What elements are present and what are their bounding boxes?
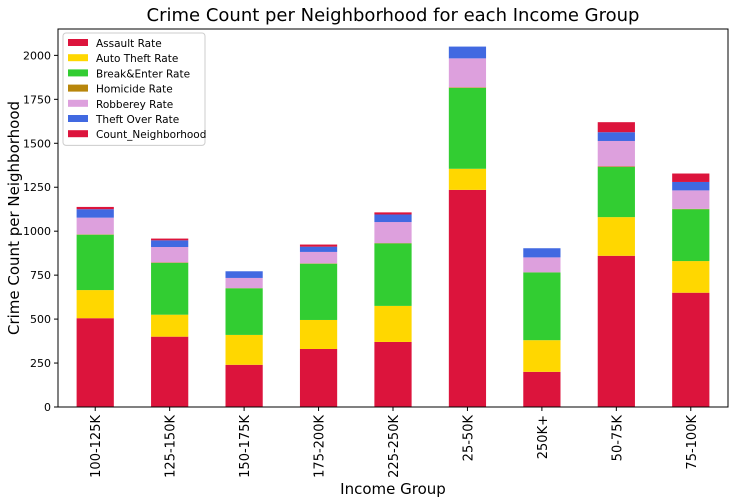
bar-segment	[523, 371, 561, 407]
bar-segment	[299, 263, 338, 320]
bars-layer	[76, 46, 710, 407]
bar-segment	[299, 251, 338, 264]
bar-segment	[672, 292, 710, 407]
x-tick-label: 25-50K	[461, 415, 476, 462]
plot-frame	[57, 28, 729, 408]
y-tick-label: 500	[30, 313, 51, 326]
bar-segment	[597, 140, 635, 167]
legend-label: Theft Over Rate	[95, 114, 179, 126]
bar-segment	[597, 122, 635, 133]
x-axis-label: Income Group	[340, 480, 446, 498]
y-axis-label: Crime Count per Neighborhood	[5, 101, 23, 335]
x-tick-label: 75-100K	[685, 415, 700, 470]
x-tick-label: 225-250K	[387, 415, 402, 478]
bar-segment	[76, 206, 114, 210]
chart-title: Crime Count per Neighborhood for each In…	[147, 5, 640, 26]
legend-label: Homicide Rate	[96, 84, 173, 96]
legend-swatch	[68, 130, 88, 138]
x-tick-label: 150-175K	[238, 415, 253, 478]
bar-segment	[597, 255, 635, 407]
legend-box	[62, 32, 206, 146]
bar-segment	[448, 189, 487, 407]
legend-swatch	[68, 54, 88, 62]
bar-segment	[597, 167, 635, 218]
bar-segment	[374, 222, 412, 244]
bar-segment	[374, 341, 412, 407]
bar-segment	[76, 217, 114, 235]
bar-segment	[523, 257, 561, 273]
x-tick-label: 50-75K	[610, 415, 625, 462]
y-tick-label: 2000	[23, 49, 51, 62]
bar-segment	[225, 277, 263, 289]
bar-segment	[76, 209, 114, 218]
legend-swatch	[68, 115, 88, 122]
bar-segment	[672, 209, 710, 262]
legend-label: Assault Rate	[96, 38, 162, 50]
bar-segment	[523, 272, 561, 341]
bar-segment	[597, 166, 635, 168]
bar-segment	[448, 87, 487, 169]
y-tick-label: 1750	[23, 93, 51, 106]
bar-segment	[225, 288, 263, 335]
bar-segment	[448, 46, 487, 59]
bar-segment	[151, 336, 189, 407]
bar-segment	[299, 244, 338, 247]
bar-segment	[374, 214, 412, 223]
bar-segment	[672, 173, 710, 182]
bar-segment	[76, 234, 114, 291]
y-tick-label: 1500	[23, 137, 51, 150]
bar-segment	[523, 340, 561, 372]
x-axis: 100-125K 125-150K 150-175K 175-200K 225-250K…	[89, 407, 700, 478]
bar-segment	[448, 58, 487, 88]
y-tick-label: 1000	[23, 225, 51, 238]
bar-segment	[225, 271, 263, 278]
bar-segment	[299, 319, 338, 349]
x-tick-label: 100-125K	[89, 415, 104, 478]
y-tick-label: 250	[30, 357, 51, 370]
legend-label: Robberey Rate	[96, 99, 173, 111]
bar-segment	[225, 334, 263, 365]
y-tick-label: 1250	[23, 181, 51, 194]
legend-swatch	[68, 99, 88, 107]
x-tick-label: 250K+	[536, 415, 551, 459]
y-tick-label: 750	[30, 269, 51, 282]
bar-segment	[299, 348, 338, 407]
bar-segment	[672, 190, 710, 209]
legend: Assault Rate Auto Theft Rate Break&Enter R…	[62, 32, 206, 146]
bar-segment	[76, 318, 114, 407]
bar-segment	[374, 243, 412, 306]
bar-segment	[672, 261, 710, 293]
bar-segment	[374, 305, 412, 342]
bar-segment	[448, 168, 487, 190]
x-tick-label: 125-150K	[164, 415, 179, 478]
bar-segment	[225, 364, 263, 407]
bar-segment	[299, 246, 338, 252]
y-tick-label: 0	[44, 401, 51, 414]
legend-label: Auto Theft Rate	[96, 53, 178, 65]
legend-swatch	[68, 84, 88, 92]
bar-segment	[448, 87, 487, 88]
bar-segment	[151, 240, 189, 248]
bar-segment	[151, 314, 189, 337]
bar-segment	[597, 217, 635, 256]
bar-segment	[523, 248, 561, 258]
legend-label: Count_Neighborhood	[96, 129, 206, 141]
y-axis: 0 250 500 750 1000 1250 1500 1750 2000	[23, 49, 58, 414]
bar-segment	[151, 247, 189, 263]
legend-swatch	[68, 69, 88, 77]
bar-segment	[151, 262, 189, 315]
legend-swatch	[68, 39, 88, 46]
bar-segment	[672, 181, 710, 191]
bar-segment	[151, 238, 189, 241]
legend-label: Break&Enter Rate	[96, 68, 190, 80]
bar-segment	[76, 290, 114, 319]
bar-segment	[597, 132, 635, 141]
x-tick-label: 175-200K	[313, 415, 328, 478]
bar-segment	[374, 212, 412, 215]
